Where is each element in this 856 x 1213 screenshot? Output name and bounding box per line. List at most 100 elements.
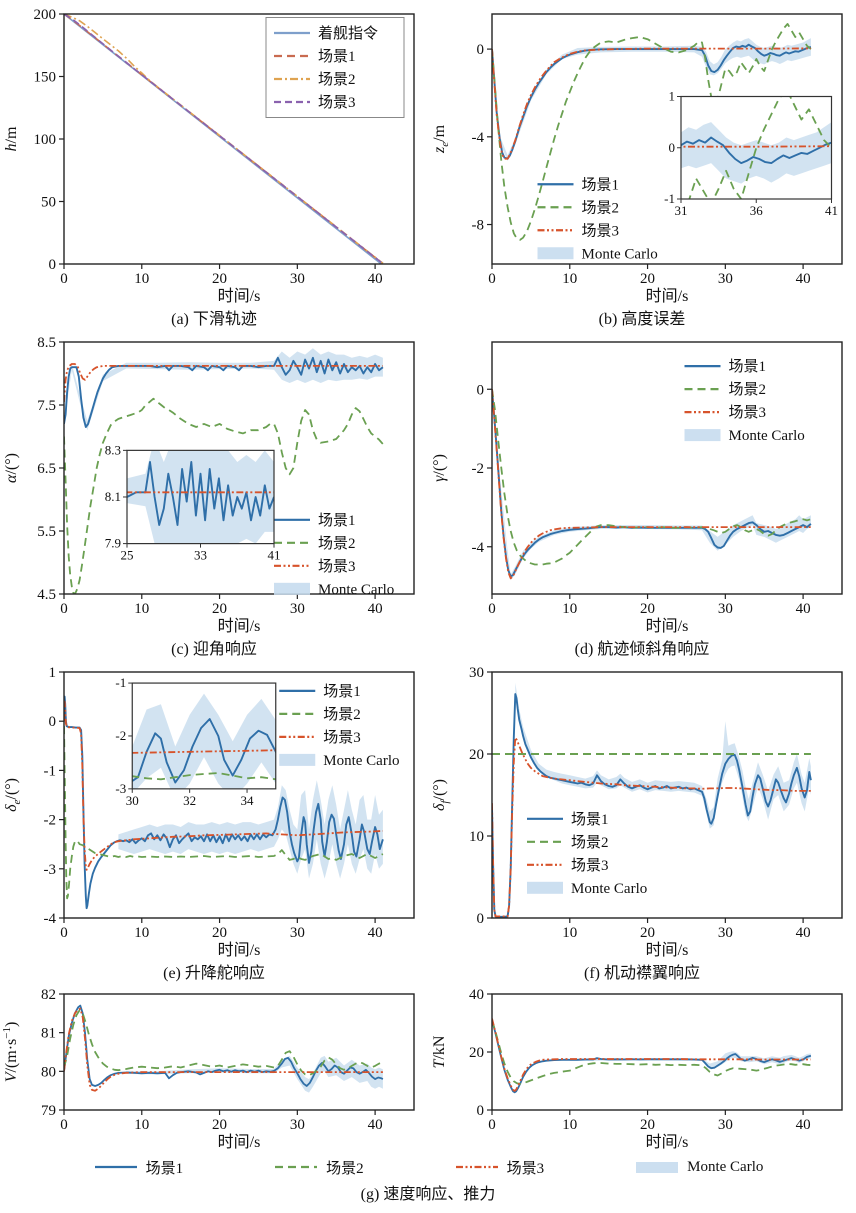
shared-legend-label: Monte Carlo: [687, 1158, 764, 1175]
svg-text:T/kN: T/kN: [431, 1035, 448, 1068]
svg-text:8.3: 8.3: [105, 442, 121, 457]
svg-text:-3: -3: [115, 781, 126, 796]
row-1: 0 10 20 30 40 0 50 100 150 200 时间/s h/m 着舰指令 场景1 场景2 场景…: [0, 4, 856, 332]
subplot-d-caption: (d) 航迹倾斜角响应: [574, 641, 710, 658]
shared-legend-item-3: 场景3: [454, 1157, 544, 1178]
svg-text:10: 10: [562, 925, 577, 941]
svg-text:-8: -8: [472, 218, 485, 234]
svg-text:0: 0: [669, 140, 676, 155]
svg-text:Monte Carlo: Monte Carlo: [729, 428, 805, 444]
svg-text:时间/s: 时间/s: [218, 1133, 261, 1151]
chart-g-velocity-canvas: 0 10 20 30 40 79 80 81 82 时间/s V/(m·s−1): [0, 986, 428, 1154]
svg-text:10: 10: [562, 1117, 577, 1133]
subplot-c-angle-of-attack: 0 10 20 30 40 4.5 5.5 6.5 7.5 8.5 时间/s α/(°) 场景1 场景2 场…: [0, 332, 428, 662]
svg-text:α/(°): α/(°): [3, 453, 20, 483]
svg-text:场景1: 场景1: [729, 358, 767, 375]
svg-text:100: 100: [34, 132, 57, 148]
svg-text:30: 30: [718, 925, 733, 941]
svg-text:场景3: 场景3: [571, 857, 609, 874]
svg-text:0: 0: [60, 1117, 68, 1133]
svg-text:40: 40: [368, 271, 383, 287]
row-3: 0 10 20 30 40 1 0 -1 -2 -3 -4 时间/s δe/(°) 场景1 场景2 场景3 Mo…: [0, 662, 856, 986]
svg-text:时间/s: 时间/s: [646, 287, 689, 305]
svg-text:30: 30: [718, 1117, 733, 1133]
svg-text:着舰指令: 着舰指令: [318, 25, 378, 42]
svg-text:-1: -1: [44, 763, 57, 779]
svg-text:150: 150: [34, 70, 57, 86]
svg-text:30: 30: [718, 601, 733, 617]
svg-text:h/m: h/m: [3, 126, 20, 151]
svg-text:20: 20: [469, 747, 484, 763]
svg-text:40: 40: [368, 925, 383, 941]
subplot-b-height-error: 0 10 20 30 40 0 -4 -8 时间/s ze/m 场景1 场景2 场景3 Monte Car…: [428, 4, 856, 332]
svg-text:场景1: 场景1: [323, 683, 361, 700]
svg-text:10: 10: [134, 925, 149, 941]
shared-legend-item-2: 场景2: [273, 1157, 364, 1178]
svg-text:-1: -1: [664, 191, 675, 206]
subplot-e-elevator-response: 0 10 20 30 40 1 0 -1 -2 -3 -4 时间/s δe/(°) 场景1 场景2 场景3 Mo…: [0, 662, 428, 986]
svg-text:时间/s: 时间/s: [218, 617, 261, 635]
svg-text:30: 30: [290, 271, 305, 287]
svg-text:20: 20: [640, 925, 655, 941]
row-2: 0 10 20 30 40 4.5 5.5 6.5 7.5 8.5 时间/s α/(°) 场景1 场景2 场…: [0, 332, 856, 662]
svg-text:δf/(°): δf/(°): [431, 779, 451, 811]
subplot-g-velocity: 0 10 20 30 40 79 80 81 82 时间/s V/(m·s−1): [0, 986, 428, 1154]
svg-text:20: 20: [469, 1045, 484, 1061]
svg-text:30: 30: [290, 1117, 305, 1133]
svg-text:时间/s: 时间/s: [646, 1133, 689, 1151]
svg-text:5.5: 5.5: [37, 524, 56, 540]
subplot-e-caption: (e) 升降舵响应: [163, 965, 265, 982]
svg-text:场景2: 场景2: [571, 834, 609, 851]
subplot-d-flight-path-angle: 0 10 20 30 40 0 -2 -4 时间/s γ/(°) 场景1 场景2 场景3 Monte Ca…: [428, 332, 856, 662]
svg-text:场景1: 场景1: [582, 176, 620, 193]
svg-text:时间/s: 时间/s: [218, 287, 261, 305]
shared-legend-item-1: 场景1: [93, 1157, 184, 1178]
subplot-f-flap-response: 10 20 30 40 0 10 20 30 时间/s δf/(°) 场景1 场景2 场景3 Monte …: [428, 662, 856, 986]
svg-text:0: 0: [477, 1103, 485, 1119]
svg-text:-3: -3: [44, 862, 57, 878]
svg-text:-2: -2: [115, 728, 126, 743]
svg-text:20: 20: [212, 1117, 227, 1133]
svg-text:34: 34: [241, 793, 255, 808]
svg-text:50: 50: [41, 195, 56, 211]
svg-text:Monte Carlo: Monte Carlo: [323, 753, 399, 769]
svg-text:Monte Carlo: Monte Carlo: [582, 246, 658, 262]
svg-text:0: 0: [49, 714, 57, 730]
chart-e-canvas: 0 10 20 30 4010-1-2-3-4时间/sδe/(°)场景1场景2场景3Mo…: [0, 662, 428, 964]
svg-text:81: 81: [41, 1026, 56, 1042]
svg-text:30: 30: [290, 601, 305, 617]
chart-f-canvas: 10 20 30 40 0 10 20 30 时间/s δf/(°) 场景1 场景2 场景3 Monte …: [428, 662, 856, 964]
svg-text:-2: -2: [472, 461, 485, 477]
svg-text:V/(m·s−1): V/(m·s−1): [1, 1022, 20, 1083]
svg-text:10: 10: [562, 271, 577, 287]
svg-text:-4: -4: [472, 540, 485, 556]
shared-legend-label: 场景2: [326, 1160, 364, 1177]
chart-c-canvas: 0 10 20 30 40 4.5 5.5 6.5 7.5 8.5 时间/s α/(°) 场景1 场景2 场…: [0, 332, 428, 640]
svg-text:200: 200: [34, 7, 57, 23]
svg-text:场景2: 场景2: [323, 706, 361, 723]
svg-text:20: 20: [212, 271, 227, 287]
svg-text:30: 30: [290, 925, 305, 941]
svg-text:10: 10: [469, 829, 484, 845]
svg-text:Monte Carlo: Monte Carlo: [318, 582, 394, 598]
line-sample-icon: [94, 1165, 137, 1169]
svg-text:场景3: 场景3: [318, 558, 356, 575]
shared-legend-label: 场景1: [145, 1160, 184, 1177]
svg-text:时间/s: 时间/s: [646, 941, 689, 959]
subplot-b-caption: (b) 高度误差: [598, 311, 686, 328]
svg-text:20: 20: [640, 601, 655, 617]
chart-g-thrust-canvas: 0 10 20 30 40 0 20 40 时间/s T/kN: [428, 986, 856, 1154]
shared-legend-item-4: Monte Carlo: [634, 1159, 763, 1176]
svg-text:场景1: 场景1: [571, 811, 609, 828]
svg-text:4.5: 4.5: [37, 587, 56, 603]
svg-text:40: 40: [796, 601, 811, 617]
svg-text:40: 40: [796, 925, 811, 941]
svg-text:场景2: 场景2: [582, 199, 620, 216]
svg-text:79: 79: [41, 1103, 56, 1119]
band-swatch-icon: [636, 1162, 679, 1173]
svg-text:10: 10: [134, 271, 149, 287]
svg-text:20: 20: [640, 1117, 655, 1133]
svg-text:30: 30: [718, 271, 733, 287]
